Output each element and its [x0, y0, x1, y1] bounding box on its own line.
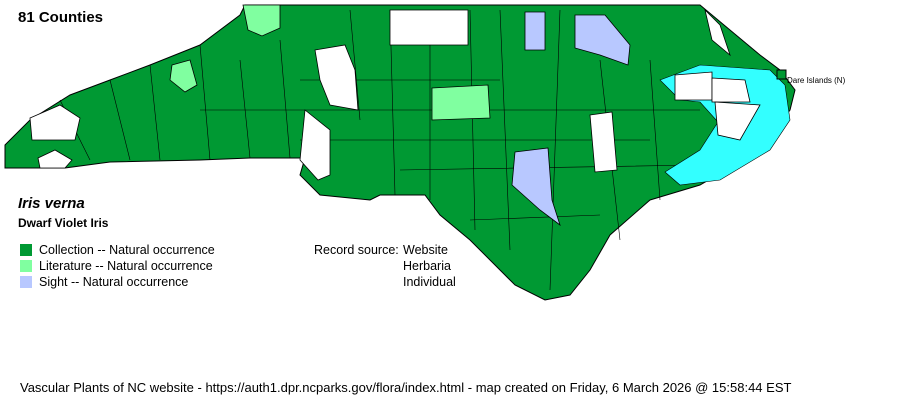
- counties-sight: [511, 11, 631, 227]
- dare-islands-marker: [776, 69, 787, 80]
- common-name: Dwarf Violet Iris: [18, 216, 109, 230]
- collection-swatch: [20, 244, 32, 256]
- legend-label: Sight -- Natural occurrence: [39, 275, 189, 289]
- counties-no-record: [29, 8, 761, 181]
- legend-item-collection: Collection -- Natural occurrence: [20, 243, 215, 257]
- record-source-website: Website: [403, 243, 448, 257]
- record-source-herbaria: Herbaria: [403, 259, 451, 273]
- footer-credit: Vascular Plants of NC website - https://…: [20, 380, 792, 395]
- scientific-name: Iris verna: [18, 195, 85, 212]
- record-source-label: Record source:: [314, 243, 399, 257]
- dare-islands-label: Dare Islands (N): [787, 76, 846, 85]
- legend-item-sight: Sight -- Natural occurrence: [20, 275, 188, 289]
- legend-item-literature: Literature -- Natural occurrence: [20, 259, 213, 273]
- literature-swatch: [20, 260, 32, 272]
- county-count: 81 Counties: [18, 9, 104, 26]
- state-outline-collection: [4, 4, 796, 301]
- counties-literature: [169, 4, 491, 121]
- legend-label: Collection -- Natural occurrence: [39, 243, 215, 257]
- record-source-individual: Individual: [403, 275, 456, 289]
- sight-swatch: [20, 276, 32, 288]
- legend-label: Literature -- Natural occurrence: [39, 259, 213, 273]
